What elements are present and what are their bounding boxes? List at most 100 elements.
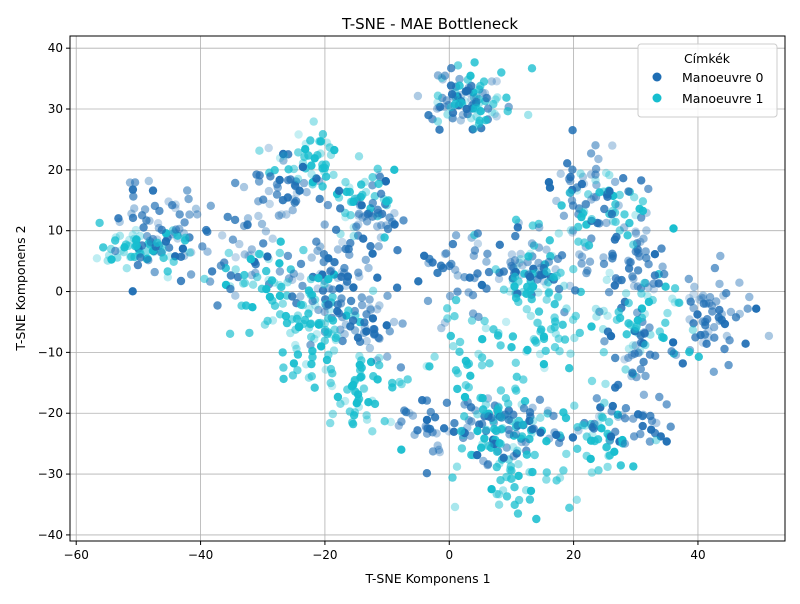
data-point-manoeuvre-1	[601, 379, 610, 389]
data-point-manoeuvre-1	[390, 165, 399, 174]
data-point-manoeuvre-0	[187, 248, 196, 257]
data-point-manoeuvre-0	[612, 232, 621, 242]
data-point-manoeuvre-1	[521, 486, 531, 495]
data-point-manoeuvre-1	[144, 239, 153, 248]
data-point-manoeuvre-0	[715, 279, 724, 289]
data-point-manoeuvre-0	[487, 413, 496, 422]
data-point-manoeuvre-1	[299, 245, 308, 255]
data-point-manoeuvre-1	[460, 392, 470, 402]
data-point-manoeuvre-0	[589, 192, 598, 202]
data-point-manoeuvre-0	[319, 257, 328, 267]
data-point-manoeuvre-0	[231, 291, 240, 300]
data-point-manoeuvre-1	[329, 170, 338, 180]
data-point-manoeuvre-0	[630, 349, 639, 358]
data-point-manoeuvre-0	[720, 319, 730, 329]
data-point-manoeuvre-1	[240, 270, 249, 280]
data-point-manoeuvre-0	[350, 326, 360, 335]
data-point-manoeuvre-0	[343, 272, 353, 281]
data-point-manoeuvre-0	[705, 293, 715, 302]
x-tick-label: 40	[690, 548, 705, 562]
data-point-manoeuvre-1	[525, 495, 535, 504]
data-point-manoeuvre-0	[365, 295, 374, 304]
data-point-manoeuvre-0	[340, 330, 349, 339]
data-point-manoeuvre-1	[368, 286, 378, 295]
data-point-manoeuvre-1	[599, 306, 608, 316]
data-point-manoeuvre-0	[487, 77, 496, 86]
data-point-manoeuvre-1	[248, 280, 258, 289]
data-point-manoeuvre-0	[315, 242, 325, 251]
data-point-manoeuvre-1	[674, 298, 683, 307]
data-point-manoeuvre-0	[362, 310, 371, 319]
data-point-manoeuvre-0	[444, 427, 454, 436]
data-point-manoeuvre-0	[709, 367, 718, 376]
data-point-manoeuvre-0	[611, 427, 620, 436]
data-point-manoeuvre-1	[559, 466, 568, 475]
data-point-manoeuvre-1	[497, 425, 506, 434]
data-point-manoeuvre-0	[153, 219, 163, 228]
data-point-manoeuvre-0	[460, 400, 469, 409]
data-point-manoeuvre-0	[610, 177, 620, 187]
data-point-manoeuvre-0	[364, 263, 373, 273]
data-point-manoeuvre-1	[522, 347, 531, 356]
data-point-manoeuvre-0	[525, 408, 535, 417]
data-point-manoeuvre-0	[130, 178, 140, 187]
data-point-manoeuvre-0	[363, 209, 372, 219]
data-point-manoeuvre-0	[266, 172, 275, 181]
data-point-manoeuvre-1	[307, 359, 316, 369]
data-point-manoeuvre-1	[480, 434, 489, 443]
data-point-manoeuvre-1	[373, 375, 382, 384]
data-point-manoeuvre-0	[578, 172, 588, 181]
data-point-manoeuvre-0	[689, 290, 698, 299]
data-point-manoeuvre-0	[599, 259, 609, 269]
data-point-manoeuvre-0	[629, 432, 639, 441]
data-point-manoeuvre-0	[685, 315, 694, 324]
data-point-manoeuvre-1	[560, 335, 570, 344]
data-point-manoeuvre-0	[318, 286, 328, 295]
data-point-manoeuvre-0	[478, 88, 487, 97]
data-point-manoeuvre-1	[293, 366, 302, 375]
data-point-manoeuvre-1	[368, 173, 377, 182]
data-point-manoeuvre-1	[616, 461, 625, 470]
data-point-manoeuvre-1	[304, 151, 313, 160]
data-point-manoeuvre-0	[702, 339, 711, 348]
data-point-manoeuvre-0	[337, 272, 346, 281]
data-point-manoeuvre-0	[629, 281, 639, 291]
data-point-manoeuvre-1	[587, 468, 597, 477]
data-point-manoeuvre-1	[275, 259, 284, 268]
data-point-manoeuvre-0	[587, 234, 596, 243]
data-point-manoeuvre-1	[200, 274, 209, 284]
data-point-manoeuvre-1	[307, 372, 316, 381]
data-point-manoeuvre-1	[554, 292, 563, 301]
data-point-manoeuvre-0	[472, 93, 481, 102]
data-point-manoeuvre-0	[312, 237, 321, 246]
data-point-manoeuvre-1	[92, 254, 102, 263]
data-point-manoeuvre-0	[422, 396, 432, 405]
data-point-manoeuvre-1	[629, 462, 638, 471]
data-point-manoeuvre-0	[362, 336, 371, 346]
data-point-manoeuvre-1	[281, 311, 291, 321]
data-point-manoeuvre-1	[254, 249, 264, 259]
data-point-manoeuvre-0	[175, 210, 184, 219]
data-point-manoeuvre-0	[494, 274, 504, 284]
data-point-manoeuvre-1	[370, 192, 379, 201]
data-point-manoeuvre-1	[605, 268, 614, 278]
data-point-manoeuvre-0	[296, 259, 306, 269]
data-point-manoeuvre-1	[451, 295, 461, 305]
x-tick-label: −20	[312, 548, 337, 562]
data-point-manoeuvre-0	[323, 200, 333, 210]
data-point-manoeuvre-0	[203, 247, 212, 256]
data-point-manoeuvre-1	[477, 361, 487, 370]
data-point-manoeuvre-0	[365, 343, 375, 353]
data-point-manoeuvre-1	[669, 224, 678, 233]
data-point-manoeuvre-0	[698, 294, 708, 303]
data-point-manoeuvre-0	[247, 245, 256, 254]
data-point-manoeuvre-0	[450, 419, 459, 428]
data-point-manoeuvre-1	[446, 331, 455, 341]
data-point-manoeuvre-0	[745, 292, 754, 302]
data-point-manoeuvre-1	[349, 231, 358, 241]
data-point-manoeuvre-0	[312, 174, 321, 183]
data-point-manoeuvre-0	[368, 314, 378, 323]
data-point-manoeuvre-0	[315, 194, 324, 204]
data-point-manoeuvre-0	[144, 256, 153, 265]
data-point-manoeuvre-0	[288, 206, 297, 215]
